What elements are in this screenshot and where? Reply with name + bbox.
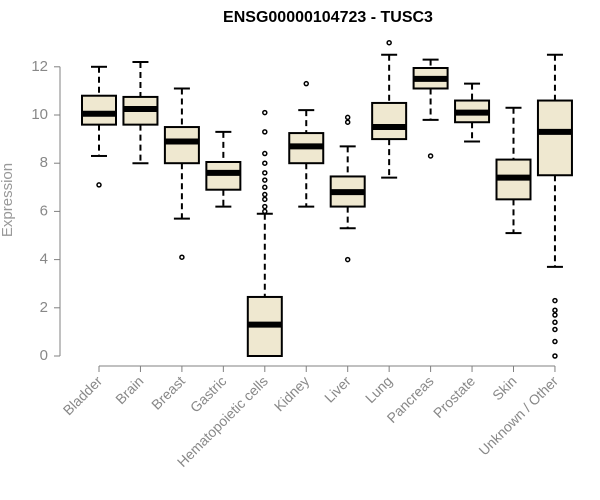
y-tick-label: 12 xyxy=(31,58,48,75)
x-tick-label: Unknown / Other xyxy=(475,373,561,459)
outlier-point xyxy=(262,208,268,215)
box-brain xyxy=(122,60,159,165)
outlier-point xyxy=(386,39,392,46)
box-skin xyxy=(495,106,532,235)
x-tick-label: Brain xyxy=(112,373,146,407)
y-tick-label: 4 xyxy=(40,251,48,268)
outlier-point xyxy=(344,256,351,263)
iqr-box xyxy=(205,160,242,191)
y-tick-label: 10 xyxy=(31,106,48,123)
outlier-point xyxy=(262,160,268,166)
y-axis: 0 2 4 6 8 10 12 xyxy=(31,58,61,364)
outlier-point xyxy=(262,170,268,176)
box-bladder xyxy=(81,65,117,188)
outlier-point xyxy=(344,114,351,121)
box-liver xyxy=(329,114,366,263)
outlier-point xyxy=(552,326,558,333)
box-lung xyxy=(371,39,408,179)
x-tick-label: Lung xyxy=(362,373,395,406)
iqr-box xyxy=(81,94,117,126)
box-pancreas xyxy=(412,58,449,159)
x-tick-label: Liver xyxy=(321,373,354,406)
outlier-point xyxy=(262,191,268,198)
box-hematopoietic-cells xyxy=(246,109,283,357)
iqr-box xyxy=(163,126,200,165)
outlier-point xyxy=(552,353,558,359)
x-tick-label: Bladder xyxy=(60,373,106,419)
x-tick-label: Breast xyxy=(148,373,188,413)
chart-title: ENSG00000104723 - TUSC3 xyxy=(223,9,433,26)
iqr-box xyxy=(536,99,573,177)
box-breast xyxy=(163,87,200,260)
x-tick-label: Kidney xyxy=(271,373,313,415)
box-series xyxy=(81,39,573,359)
outlier-point xyxy=(552,312,558,318)
y-tick-label: 6 xyxy=(40,202,48,219)
outlier-point xyxy=(344,119,351,125)
box-gastric xyxy=(205,130,242,208)
outlier-point xyxy=(552,338,558,345)
box-kidney xyxy=(288,80,325,208)
x-tick-label: Prostate xyxy=(430,373,478,421)
outlier-point xyxy=(262,129,268,135)
outlier-point xyxy=(262,184,268,191)
outlier-point xyxy=(552,297,558,304)
outlier-point xyxy=(303,80,309,87)
y-axis-label: Expression xyxy=(0,163,16,237)
outlier-point xyxy=(552,307,558,313)
y-tick-label: 0 xyxy=(40,347,48,364)
x-tick-label: Skin xyxy=(489,373,520,404)
outlier-point xyxy=(96,182,102,188)
outlier-point xyxy=(427,153,434,159)
y-tick-label: 2 xyxy=(40,299,48,316)
outlier-point xyxy=(262,109,268,116)
outlier-point xyxy=(262,203,268,210)
outlier-point xyxy=(262,196,268,203)
iqr-box xyxy=(371,101,408,141)
outlier-point xyxy=(179,254,185,260)
outlier-point xyxy=(262,150,268,157)
box-unknown-other xyxy=(536,53,573,359)
box-prostate xyxy=(454,82,491,143)
outlier-point xyxy=(552,319,558,326)
outlier-point xyxy=(262,177,268,183)
y-tick-label: 8 xyxy=(40,154,48,171)
